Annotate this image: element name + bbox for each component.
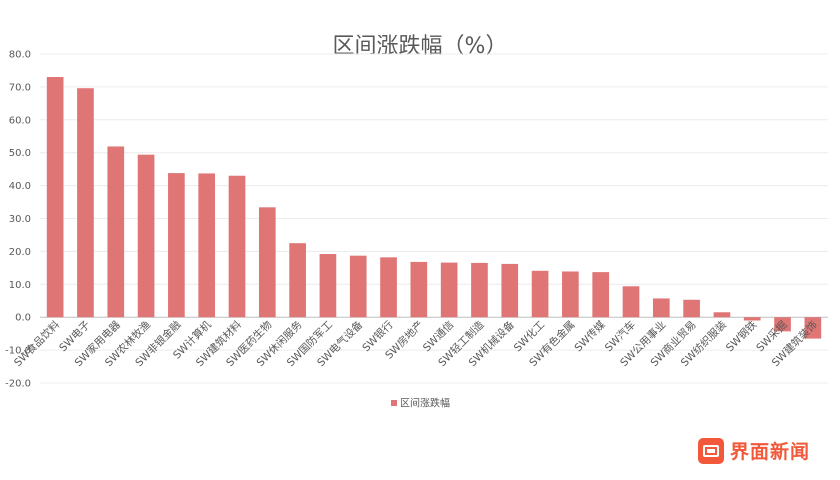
bar (622, 286, 640, 318)
y-tick-label: 60.0 (9, 115, 31, 126)
y-tick-label: 30.0 (9, 214, 31, 225)
legend-label: 区间涨跌幅 (400, 397, 450, 410)
y-tick-label: 10.0 (9, 280, 31, 291)
y-tick-label: 0.0 (15, 313, 31, 324)
bar (380, 257, 397, 318)
bar (743, 317, 761, 321)
bar (562, 271, 579, 318)
x-axis-labels: SW食品饮料SW电子SW家用电器SW农林牧渔SW非银金融SW计算机SW建筑材料S… (11, 318, 820, 369)
y-tick-label: 50.0 (9, 148, 31, 159)
bar (531, 270, 549, 318)
bar (289, 243, 306, 318)
bar (440, 262, 458, 318)
bar (501, 263, 519, 318)
x-tick-label: SW钢铁 (723, 318, 759, 354)
y-tick-label: 80.0 (9, 50, 31, 61)
x-tick-label: SW食品饮料 (11, 318, 62, 369)
bar (804, 317, 822, 339)
y-tick-label: 70.0 (9, 82, 31, 93)
bar (683, 299, 700, 318)
bar (410, 261, 428, 318)
y-tick-label: 40.0 (9, 181, 31, 192)
bar (319, 254, 337, 318)
chart-title: 区间涨跌幅（%） (333, 34, 508, 59)
y-tick-label: -10.0 (5, 346, 31, 357)
bar (107, 146, 125, 318)
bar (198, 173, 216, 318)
logo-icon (698, 437, 724, 464)
y-axis-ticks: -20.0 -10.0 0.0 10.0 20.0 30.0 40.0 50.0 60.0 70.… (5, 50, 31, 390)
watermark-logo: 界面新闻 (698, 437, 810, 464)
bars (46, 77, 822, 339)
bar (652, 298, 670, 318)
bar (228, 175, 246, 318)
bar (46, 77, 64, 318)
bar (168, 173, 185, 318)
legend: 区间涨跌幅 (391, 397, 450, 410)
bar (471, 262, 488, 318)
bar (77, 88, 94, 318)
bar (258, 207, 276, 318)
bar (774, 317, 791, 332)
legend-swatch (391, 400, 397, 406)
x-tick-label: SW传媒 (572, 318, 608, 354)
logo-text: 界面新闻 (730, 441, 811, 463)
bar (592, 272, 610, 318)
bar (713, 312, 731, 318)
y-tick-label: -20.0 (5, 379, 31, 390)
bar (349, 255, 367, 318)
bar (137, 154, 155, 318)
y-tick-label: 20.0 (9, 247, 31, 258)
